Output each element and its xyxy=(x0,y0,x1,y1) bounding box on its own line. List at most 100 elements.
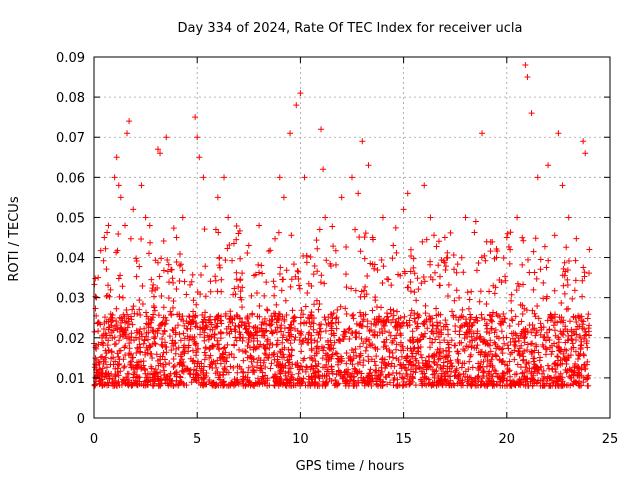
data-point xyxy=(166,360,173,367)
data-point xyxy=(289,347,296,354)
data-point xyxy=(289,307,296,314)
data-point xyxy=(292,334,299,341)
data-point xyxy=(322,350,329,357)
data-point xyxy=(405,284,412,291)
data-point xyxy=(266,351,273,358)
data-point xyxy=(144,350,151,357)
data-point xyxy=(389,370,396,377)
data-point xyxy=(173,234,180,241)
data-point xyxy=(356,359,363,366)
data-point xyxy=(235,283,242,290)
data-point xyxy=(339,336,346,343)
data-point xyxy=(563,244,570,251)
data-point xyxy=(279,381,286,388)
data-point xyxy=(117,324,124,331)
data-point xyxy=(197,272,204,279)
data-point xyxy=(551,327,558,334)
data-point xyxy=(438,365,445,372)
data-point xyxy=(254,380,261,387)
data-point xyxy=(305,280,312,287)
data-point xyxy=(358,335,365,342)
data-point xyxy=(562,356,569,363)
data-point xyxy=(316,300,323,307)
data-point xyxy=(150,311,157,318)
data-point xyxy=(452,369,459,376)
data-point xyxy=(477,288,484,295)
data-point xyxy=(412,382,419,389)
data-point xyxy=(207,313,214,320)
data-point xyxy=(111,341,118,348)
data-point xyxy=(468,288,475,295)
x-tick-label: 25 xyxy=(602,432,619,447)
data-point xyxy=(262,363,269,370)
data-point xyxy=(308,312,315,319)
data-point xyxy=(444,249,451,256)
data-point xyxy=(549,366,556,373)
data-point xyxy=(417,351,424,358)
data-point xyxy=(321,314,328,321)
data-point xyxy=(258,332,265,339)
data-point xyxy=(561,259,568,266)
data-point xyxy=(373,367,380,374)
data-point xyxy=(233,269,240,276)
data-point xyxy=(493,311,500,318)
data-point xyxy=(134,310,141,317)
data-point xyxy=(413,325,420,332)
data-point xyxy=(232,291,239,298)
data-point xyxy=(487,337,494,344)
data-point xyxy=(271,350,278,357)
data-point xyxy=(552,332,559,339)
data-point xyxy=(584,374,591,381)
data-point xyxy=(496,374,503,381)
data-point xyxy=(107,319,114,326)
data-point xyxy=(344,378,351,385)
data-point xyxy=(100,257,107,264)
data-point xyxy=(308,355,315,362)
data-point xyxy=(548,365,555,372)
data-point xyxy=(152,328,159,335)
data-point xyxy=(256,269,263,276)
data-point xyxy=(98,339,105,346)
data-point xyxy=(173,369,180,376)
data-point xyxy=(285,359,292,366)
data-point xyxy=(124,376,131,383)
data-point xyxy=(320,347,327,354)
data-point xyxy=(160,363,167,370)
data-point xyxy=(514,361,521,368)
data-point xyxy=(308,373,315,380)
data-point xyxy=(362,379,369,386)
data-point xyxy=(544,375,551,382)
data-point xyxy=(172,381,179,388)
data-point xyxy=(375,318,382,325)
data-point xyxy=(300,337,307,344)
data-point xyxy=(116,314,123,321)
data-point xyxy=(459,306,466,313)
data-point xyxy=(468,333,475,340)
data-point xyxy=(333,350,340,357)
data-point xyxy=(493,254,500,261)
data-point xyxy=(211,334,218,341)
data-point xyxy=(419,333,426,340)
data-point xyxy=(541,333,548,340)
data-point xyxy=(427,344,434,351)
data-point xyxy=(122,351,129,358)
data-point xyxy=(385,276,392,283)
data-point xyxy=(507,229,514,236)
data-point xyxy=(313,297,320,304)
data-point xyxy=(433,312,440,319)
data-point xyxy=(228,350,235,357)
data-point xyxy=(156,273,163,280)
data-point xyxy=(530,286,537,293)
data-point xyxy=(332,261,339,268)
data-point xyxy=(100,326,107,333)
data-point xyxy=(253,364,260,371)
data-point xyxy=(322,316,329,323)
data-point xyxy=(437,273,444,280)
data-point xyxy=(464,320,471,327)
data-point xyxy=(236,346,243,353)
data-point xyxy=(202,345,209,352)
data-point xyxy=(513,287,520,294)
data-point xyxy=(358,288,365,295)
data-point xyxy=(563,382,570,389)
data-point xyxy=(133,255,140,262)
